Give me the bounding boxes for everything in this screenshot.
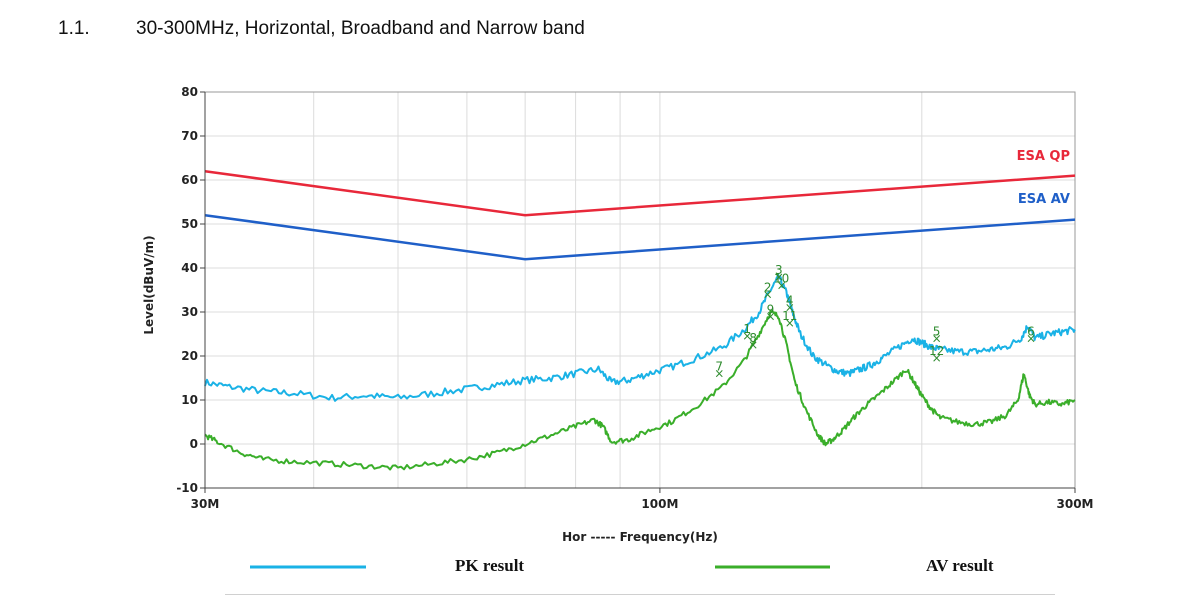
marker: ×11 <box>782 309 797 330</box>
marker-label: 12 <box>929 344 944 358</box>
marker-cross: × <box>763 287 773 301</box>
marker: ×2 <box>763 280 773 301</box>
marker-label: 2 <box>764 280 772 294</box>
marker: ×5 <box>932 324 942 345</box>
y-tick-label: 60 <box>181 173 198 187</box>
marker-cross: × <box>742 329 752 343</box>
marker-label: 11 <box>782 309 797 323</box>
marker-cross: × <box>1026 331 1036 345</box>
marker: ×6 <box>1026 324 1036 345</box>
marker-cross: × <box>748 338 758 352</box>
x-tick-label: 30M <box>191 497 220 511</box>
marker-label: 5 <box>933 324 941 338</box>
marker-cross: × <box>785 316 795 330</box>
y-tick-label: 50 <box>181 217 198 231</box>
series-line-av <box>204 309 1076 471</box>
marker-cross: × <box>777 279 787 293</box>
section-title: 30-300MHz, Horizontal, Broadband and Nar… <box>136 18 585 39</box>
marker-label: 3 <box>775 263 783 277</box>
limit-label-esa-qp: ESA QP <box>1017 149 1070 164</box>
marker-cross: × <box>765 309 775 323</box>
marker: ×10 <box>774 272 789 293</box>
plot-frame <box>204 91 1076 489</box>
x-tick-label: 100M <box>641 497 678 511</box>
marker: ×8 <box>748 331 758 352</box>
marker-label: 8 <box>749 331 757 345</box>
legend-label-pk: PK result <box>455 556 524 575</box>
x-axis-label: Hor ----- Frequency(Hz) <box>562 530 718 544</box>
marker-label: 4 <box>786 294 794 308</box>
y-axis-label: Level(dBuV/m) <box>142 235 156 334</box>
y-tick-label: 70 <box>181 129 198 143</box>
marker-cross: × <box>785 301 795 315</box>
y-axis: -10 0 10 20 30 40 50 60 70 80 <box>176 85 206 495</box>
x-axis: 30M 100M 300M <box>191 487 1094 511</box>
y-tick-label: 30 <box>181 305 198 319</box>
marker: ×9 <box>765 302 775 323</box>
marker-label: 6 <box>1027 324 1035 338</box>
limit-line-esa-av <box>204 213 1076 261</box>
series-line-pk <box>204 273 1076 402</box>
marker-cross: × <box>714 367 724 381</box>
limit-lines <box>204 169 1076 261</box>
marker: ×12 <box>929 344 944 365</box>
y-tick-label: 10 <box>181 393 198 407</box>
marker-cross: × <box>932 331 942 345</box>
legend: PK result AV result <box>250 556 994 575</box>
y-tick-label: 20 <box>181 349 198 363</box>
markers: ×1×8×2×3×9×10×4×11×7×5×12×6 <box>714 263 1036 381</box>
marker-cross: × <box>932 351 942 365</box>
marker: ×3 <box>774 263 784 284</box>
limit-label-esa-av: ESA AV <box>1018 192 1070 207</box>
y-tick-label: 40 <box>181 261 198 275</box>
y-tick-label: 80 <box>181 85 198 99</box>
marker-label: 1 <box>743 322 751 336</box>
y-tick-label: 0 <box>190 437 198 451</box>
marker-label: 7 <box>715 360 723 374</box>
section-number: 1.1. <box>58 18 90 39</box>
legend-label-av: AV result <box>926 556 994 575</box>
marker-cross: × <box>774 270 784 284</box>
marker: ×4 <box>785 294 795 315</box>
limit-line-esa-qp <box>204 169 1076 217</box>
x-tick-label: 300M <box>1057 497 1094 511</box>
marker: ×1 <box>742 322 752 343</box>
section-header: 1.1. 30-300MHz, Horizontal, Broadband and… <box>58 18 585 40</box>
marker-label: 9 <box>767 302 775 316</box>
grid <box>204 91 1076 489</box>
marker-label: 10 <box>774 272 789 286</box>
data-series <box>204 273 1076 471</box>
marker: ×7 <box>714 360 724 381</box>
footer-rule <box>225 594 1055 595</box>
y-tick-label: -10 <box>176 481 198 495</box>
